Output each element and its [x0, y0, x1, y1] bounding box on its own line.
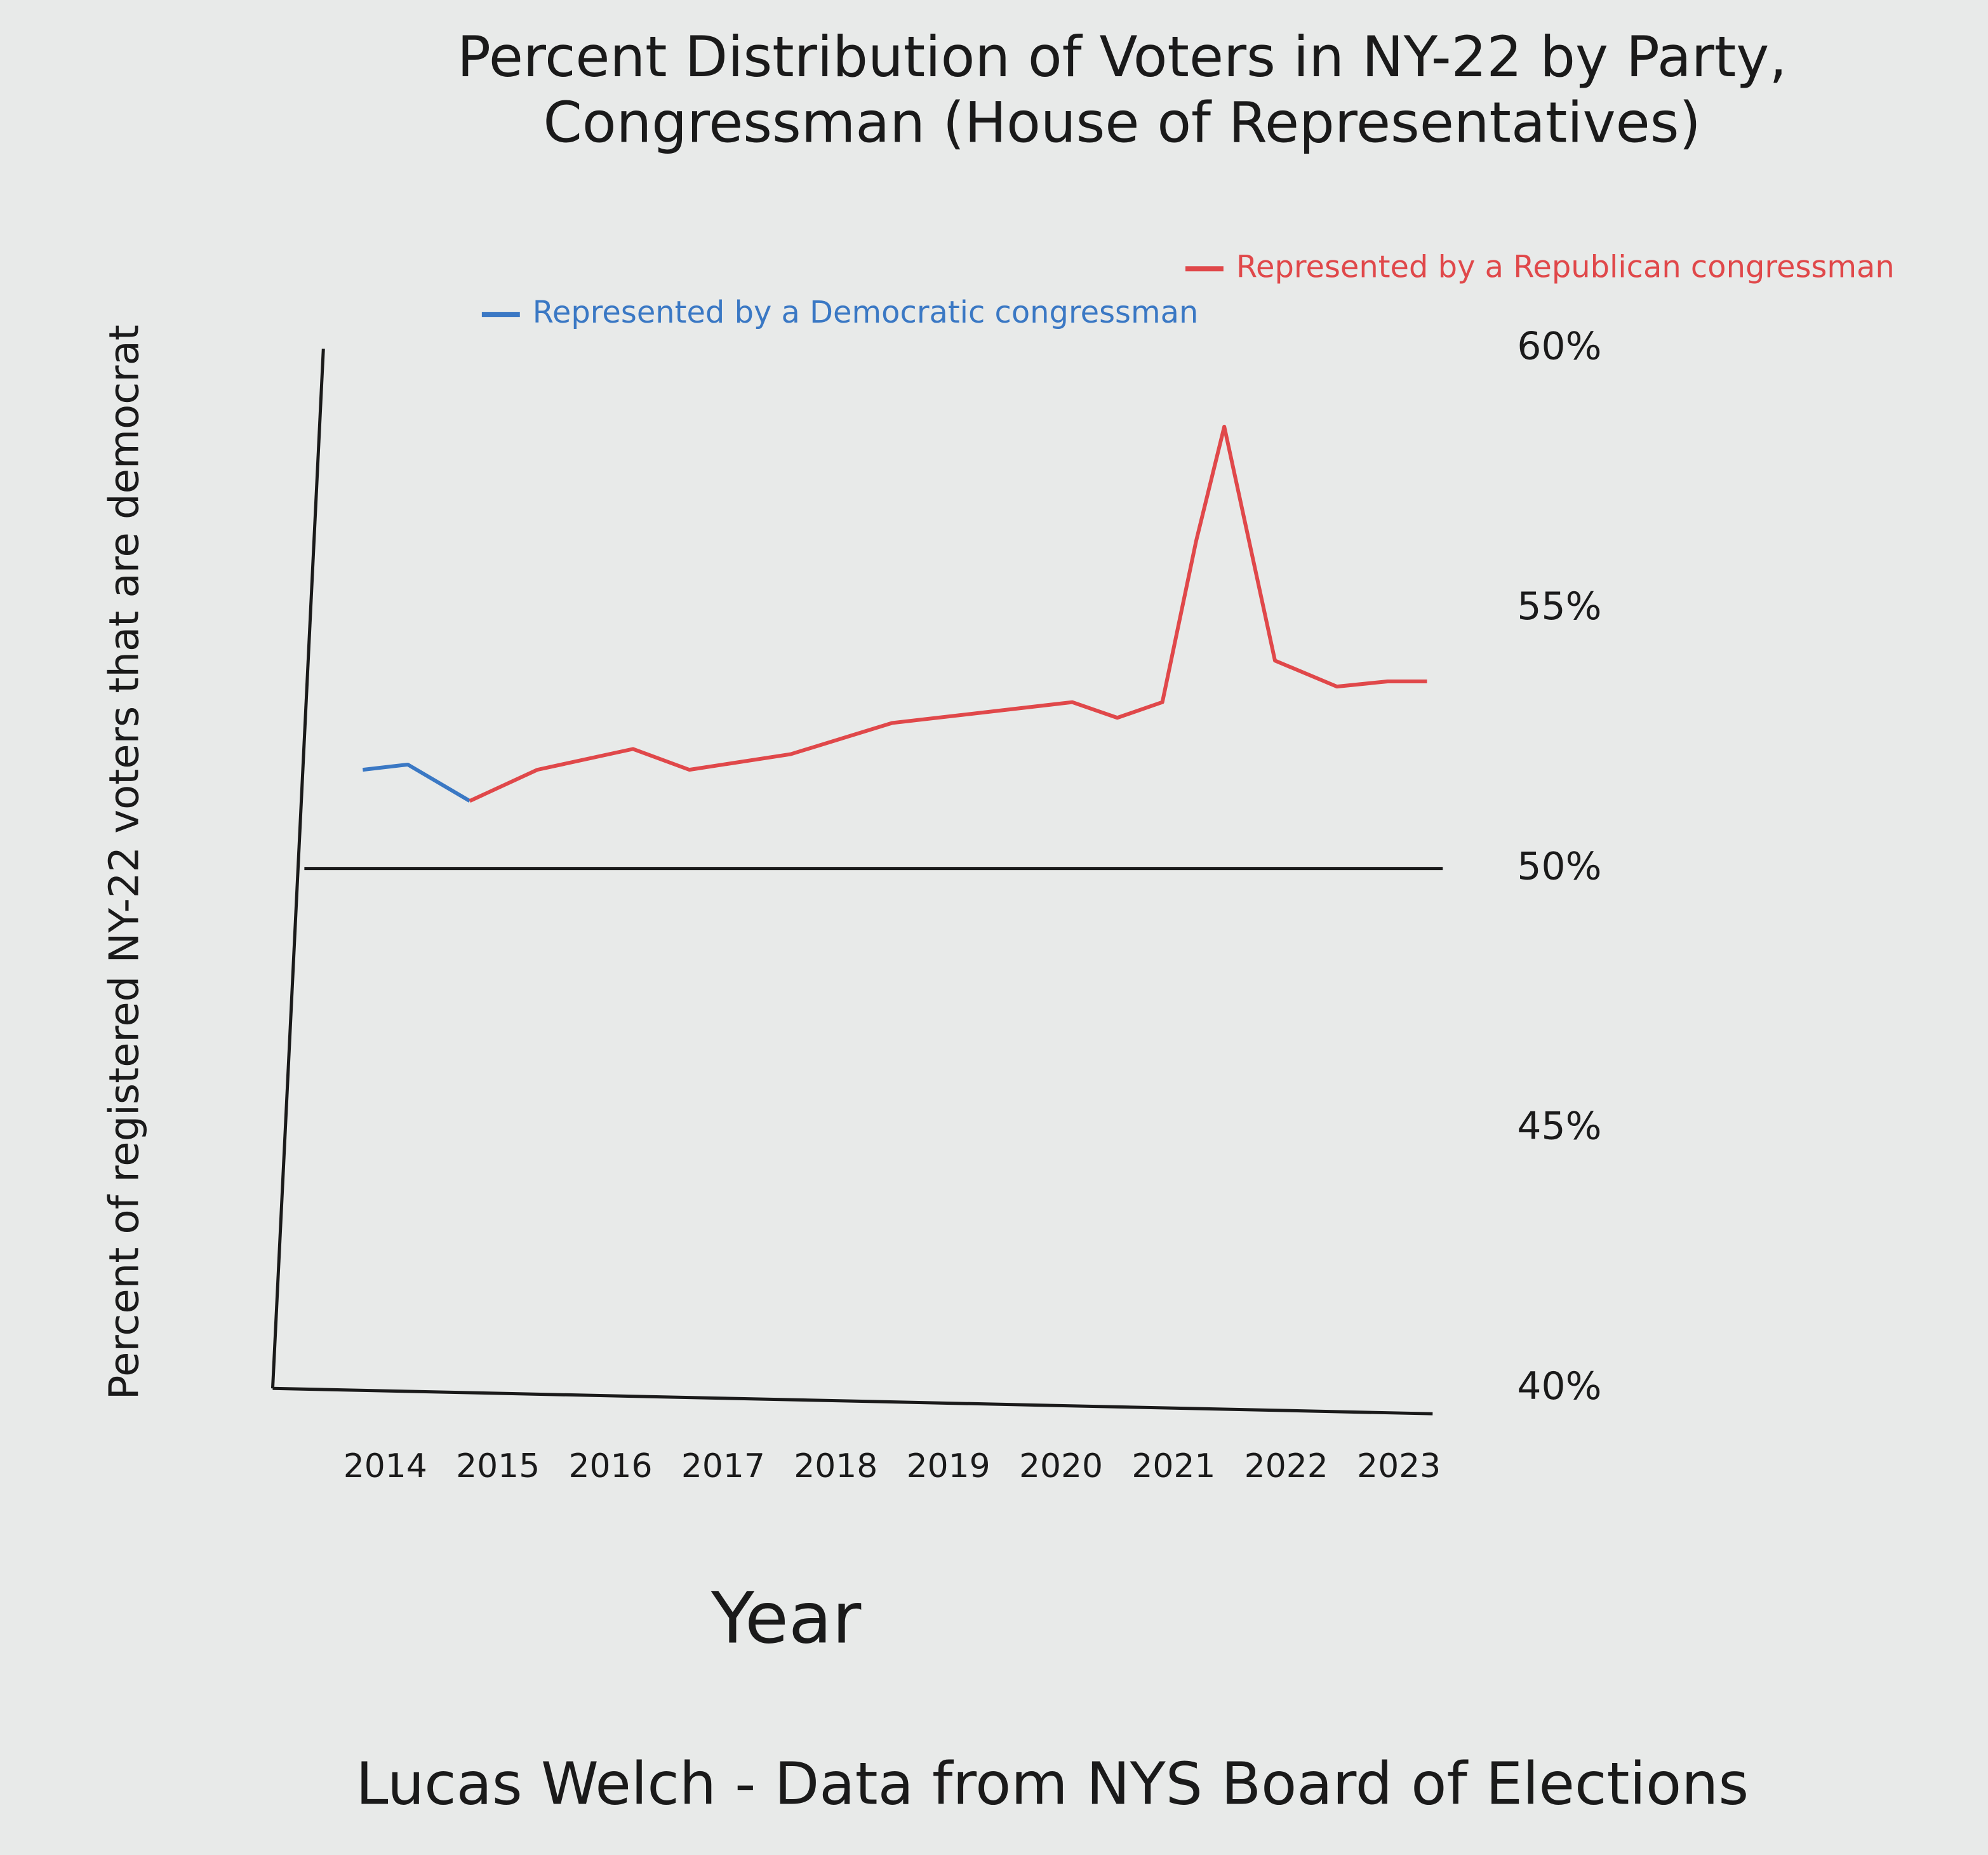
x-tick-label: 2017: [681, 1447, 765, 1485]
x-tick-label: 2015: [456, 1447, 540, 1485]
x-tick-label: 2019: [907, 1447, 991, 1485]
x-tick-label: 2021: [1131, 1447, 1215, 1485]
y-tick-label: 60%: [1517, 325, 1601, 369]
footer: Lucas Welch - Data from NYS Board of Ele…: [356, 1750, 1749, 1818]
x-tick-label: 2020: [1019, 1447, 1103, 1485]
chart-title: Percent Distribution of Voters in NY-22 …: [457, 25, 1787, 156]
y-tick-label: 40%: [1517, 1364, 1601, 1409]
x-tick-label: 2018: [794, 1447, 877, 1485]
y-axis: [270, 348, 325, 1389]
series-line: [469, 424, 1427, 803]
title-box: Percent Distribution of Voters in NY-22 …: [457, 25, 1787, 156]
y-tick-label: 55%: [1517, 584, 1601, 629]
y-tick-label: 50%: [1517, 844, 1601, 888]
x-axis: [272, 1386, 1433, 1416]
x-tick-label: 2014: [344, 1447, 427, 1485]
x-axis-label: Year: [710, 1577, 862, 1659]
legend-label: Represented by a Democratic congressman: [533, 295, 1199, 330]
x-tick-label: 2016: [568, 1447, 652, 1485]
x-tick-label: 2023: [1357, 1447, 1441, 1485]
y-axis-label: Percent of registered NY-22 voters that …: [101, 325, 148, 1400]
legend-label: Represented by a Republican congressman: [1236, 250, 1895, 285]
x-tick-label: 2022: [1244, 1447, 1328, 1485]
y-tick-label: 45%: [1517, 1104, 1601, 1149]
series-line: [362, 762, 471, 803]
